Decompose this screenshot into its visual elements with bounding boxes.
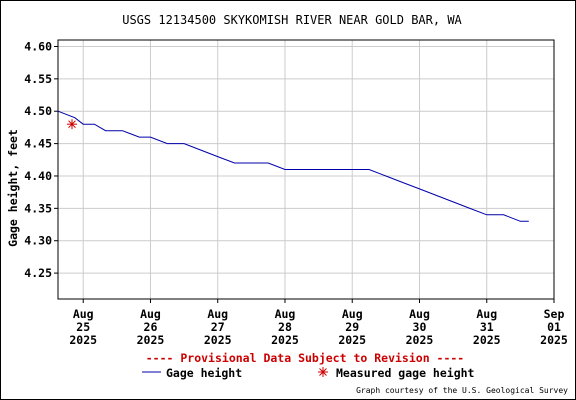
- x-tick-label-year: 2025: [406, 333, 434, 347]
- x-tick-label-day: 30: [413, 320, 427, 334]
- y-tick-label: 4.30: [24, 234, 52, 248]
- y-tick-label: 4.25: [24, 266, 52, 280]
- x-tick-label-day: 01: [547, 320, 561, 334]
- x-tick-label-year: 2025: [204, 333, 232, 347]
- x-tick-label-month: Aug: [409, 307, 430, 321]
- series-layer: [57, 110, 529, 222]
- measurement-stroke: [68, 120, 76, 129]
- provisional-note: ---- Provisional Data Subject to Revisio…: [146, 351, 465, 365]
- legend-measured-swatch: [318, 367, 328, 377]
- x-tick-label-year: 2025: [540, 333, 568, 347]
- plot-area: [57, 39, 555, 300]
- x-tick-label-month: Aug: [275, 307, 296, 321]
- x-tick-label-year: 2025: [69, 333, 97, 347]
- x-tick-label-year: 2025: [137, 333, 165, 347]
- credit-text: Graph courtesy of the U.S. Geological Su…: [356, 386, 568, 395]
- x-tick-label-year: 2025: [271, 333, 299, 347]
- x-tick-label-day: 31: [480, 320, 494, 334]
- x-tick-label-year: 2025: [338, 333, 366, 347]
- x-tick-label-month: Sep: [544, 307, 565, 321]
- y-tick-label: 4.50: [24, 104, 52, 118]
- x-tick-label-month: Aug: [342, 307, 363, 321]
- x-tick-label-month: Aug: [476, 307, 497, 321]
- legend-gage-height-label: Gage height: [166, 366, 242, 380]
- measured-gage-height-point: [67, 119, 78, 130]
- y-tick-label: 4.55: [24, 72, 52, 86]
- x-tick-label-day: 29: [345, 320, 359, 334]
- y-axis-ticks: 4.25 4.30 4.35 4.40 4.45 4.50 4.55 4.60: [24, 39, 58, 280]
- x-tick-label-day: 27: [211, 320, 225, 334]
- chart-title: USGS 12134500 SKYKOMISH RIVER NEAR GOLD …: [122, 13, 462, 27]
- x-tick-label-month: Aug: [73, 307, 94, 321]
- legend-measured-label: Measured gage height: [336, 366, 475, 380]
- y-tick-label: 4.45: [24, 137, 52, 151]
- y-tick-label: 4.40: [24, 169, 52, 183]
- x-tick-label-month: Aug: [207, 307, 228, 321]
- x-tick-label-day: 26: [144, 320, 158, 334]
- x-tick-label-month: Aug: [140, 307, 161, 321]
- y-tick-label: 4.35: [24, 201, 52, 215]
- x-tick-label-day: 25: [76, 320, 90, 334]
- x-tick-label-year: 2025: [473, 333, 501, 347]
- measurement-layer: [67, 119, 78, 130]
- grid: [58, 40, 555, 299]
- x-tick-label-day: 28: [278, 320, 292, 334]
- y-tick-label: 4.60: [24, 39, 52, 53]
- series-line-gage-height: [57, 110, 529, 222]
- y-axis-label: Gage height, feet: [6, 129, 20, 247]
- x-axis-ticks: Aug252025Aug262025Aug272025Aug282025Aug2…: [69, 299, 568, 347]
